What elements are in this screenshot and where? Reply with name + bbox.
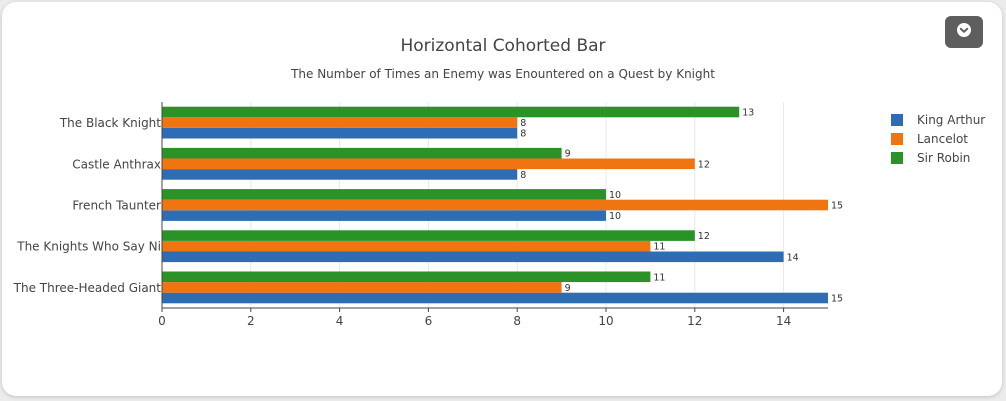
- bar[interactable]: [162, 251, 784, 263]
- chart-menu-button[interactable]: [945, 16, 983, 48]
- chart-subtitle: The Number of Times an Enemy was Enounte…: [291, 67, 715, 81]
- data-label: 13: [742, 108, 754, 119]
- bar[interactable]: [162, 240, 651, 252]
- y-tick-label: The Knights Who Say Ni: [16, 240, 161, 254]
- legend-item[interactable]: Lancelot: [891, 129, 985, 148]
- bar[interactable]: [162, 189, 606, 200]
- bar[interactable]: [162, 106, 740, 118]
- chevron-down-icon: [956, 22, 972, 42]
- bar[interactable]: [162, 271, 651, 283]
- y-tick-label: French Taunter: [72, 199, 161, 213]
- legend-swatch: [891, 151, 903, 164]
- legend-item[interactable]: King Arthur: [891, 110, 985, 129]
- data-label: 15: [831, 201, 843, 212]
- bar[interactable]: [162, 292, 828, 304]
- bar[interactable]: [162, 210, 606, 221]
- bar[interactable]: [162, 282, 562, 293]
- data-label: 11: [653, 242, 665, 253]
- data-label: 15: [831, 294, 843, 305]
- legend-label: Sir Robin: [917, 150, 971, 165]
- data-label: 9: [565, 149, 571, 160]
- bar[interactable]: [162, 158, 695, 170]
- bar[interactable]: [162, 147, 562, 159]
- bar[interactable]: [162, 199, 828, 211]
- data-label: 10: [609, 211, 621, 222]
- legend-swatch: [891, 113, 903, 126]
- data-label: 10: [609, 190, 621, 201]
- data-label: 11: [653, 272, 665, 283]
- x-tick-label: 2: [247, 314, 255, 328]
- y-tick-label: The Three-Headed Giant: [13, 281, 162, 295]
- bar[interactable]: [162, 117, 518, 128]
- chart-title: Horizontal Cohorted Bar: [400, 36, 606, 56]
- x-tick-label: 14: [776, 314, 791, 328]
- legend-item[interactable]: Sir Robin: [891, 148, 985, 167]
- data-label: 8: [520, 170, 526, 181]
- legend-label: King Arthur: [917, 112, 986, 127]
- data-label: 12: [698, 231, 710, 242]
- data-label: 9: [565, 283, 571, 294]
- data-label: 14: [787, 252, 799, 263]
- legend-swatch: [891, 132, 903, 145]
- chart-legend: King Arthur Lancelot Sir Robin: [891, 110, 985, 167]
- x-tick-label: 10: [598, 314, 613, 328]
- legend-label: Lancelot: [917, 131, 969, 146]
- y-tick-label: Castle Anthrax: [72, 157, 161, 171]
- x-tick-label: 12: [687, 314, 702, 328]
- data-label: 8: [520, 129, 526, 140]
- x-tick-label: 8: [513, 314, 521, 328]
- x-tick-label: 6: [425, 314, 433, 328]
- x-tick-label: 0: [158, 314, 166, 328]
- y-tick-label: The Black Knight: [59, 116, 161, 130]
- data-label: 12: [698, 159, 710, 170]
- bar[interactable]: [162, 127, 518, 139]
- bar[interactable]: [162, 169, 518, 180]
- data-label: 8: [520, 118, 526, 129]
- bar[interactable]: [162, 230, 695, 241]
- x-tick-label: 4: [336, 314, 344, 328]
